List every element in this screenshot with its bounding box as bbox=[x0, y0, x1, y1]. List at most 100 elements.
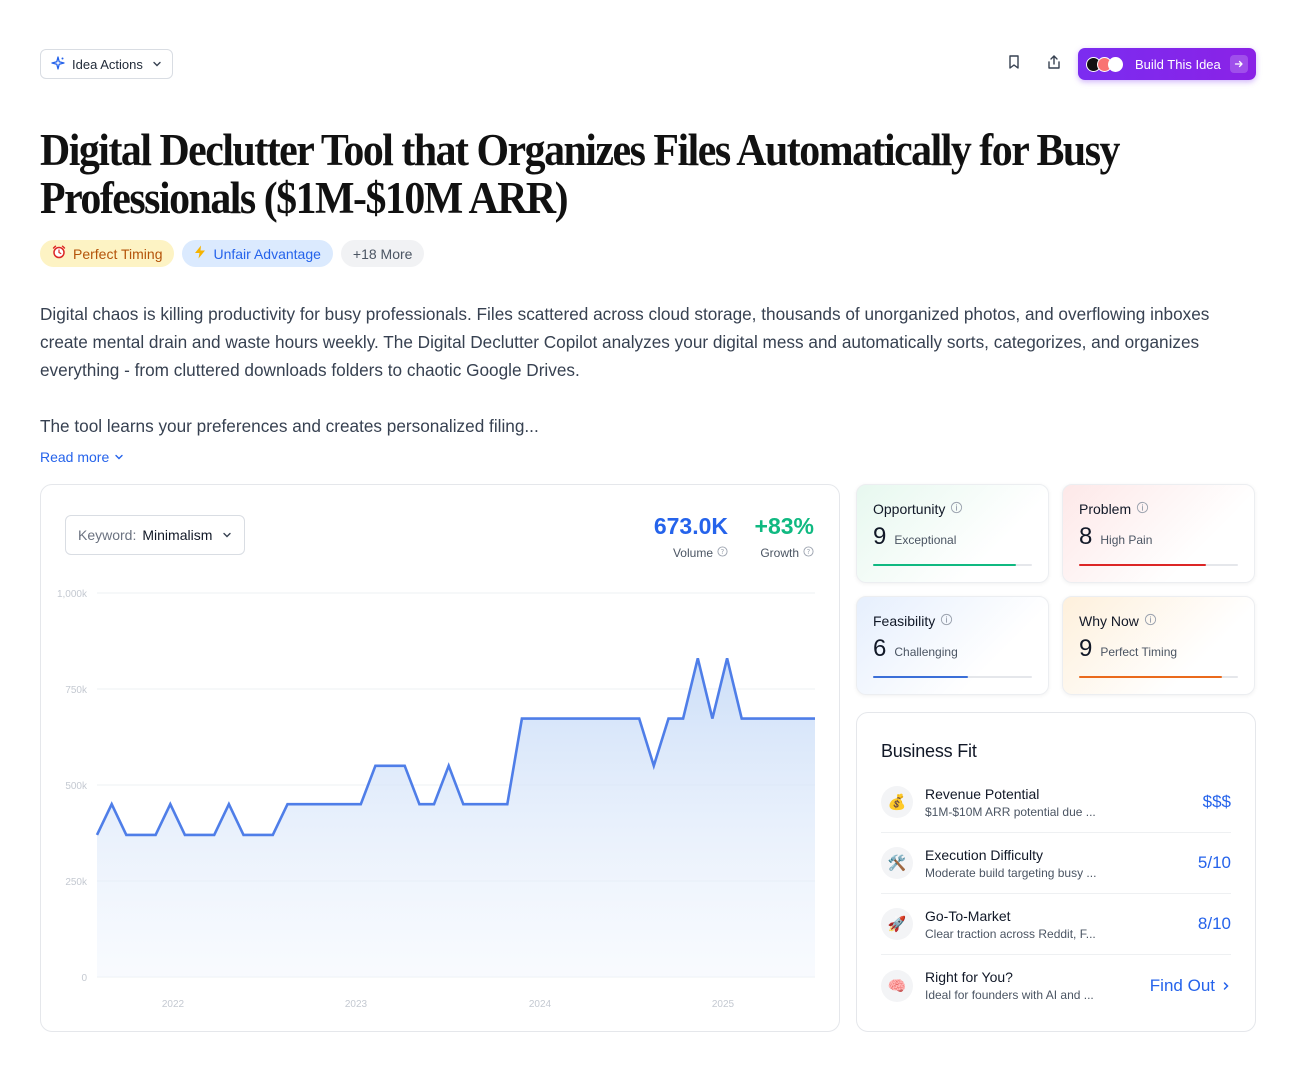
x-tick-label: 2023 bbox=[345, 999, 368, 1010]
tag-perfect-timing[interactable]: Perfect Timing bbox=[40, 240, 175, 267]
growth-value: +83% bbox=[754, 513, 814, 539]
bookmark-button[interactable] bbox=[1002, 52, 1026, 76]
volume-metric: 673.0K Volume ? bbox=[654, 511, 728, 560]
fit-item-revenue-potential[interactable]: 💰 Revenue Potential $1M-$10M ARR potenti… bbox=[881, 772, 1231, 833]
growth-metric: +83% Growth ? bbox=[755, 511, 814, 560]
find-out-link[interactable]: Find Out bbox=[1150, 976, 1231, 996]
fit-item-desc: $1M-$10M ARR potential due ... bbox=[925, 804, 1096, 819]
idea-description: Digital chaos is killing productivity fo… bbox=[40, 300, 1256, 468]
info-icon[interactable] bbox=[1144, 613, 1157, 629]
y-tick-label: 500k bbox=[65, 781, 88, 792]
score-label: High Pain bbox=[1100, 533, 1153, 547]
keyword-value: Minimalism bbox=[142, 527, 213, 543]
svg-text:?: ? bbox=[807, 548, 811, 556]
series-line bbox=[95, 657, 815, 837]
fit-item-value: $$$ bbox=[1202, 792, 1231, 811]
tag-label: Perfect Timing bbox=[73, 245, 163, 262]
read-more-label: Read more bbox=[40, 449, 110, 465]
builder-logo-icon bbox=[1108, 56, 1123, 72]
score-card-why-now[interactable]: Why Now 9 Perfect Timing bbox=[1062, 596, 1255, 695]
share-button[interactable] bbox=[1042, 52, 1066, 76]
score-name: Why Now bbox=[1079, 613, 1139, 629]
idea-actions-label: Idea Actions bbox=[72, 56, 143, 72]
idea-title: Digital Declutter Tool that Organizes Fi… bbox=[40, 125, 1120, 223]
tag-list: Perfect Timing Unfair Advantage +18 More bbox=[40, 240, 425, 267]
fit-item-execution-difficulty[interactable]: 🛠️ Execution Difficulty Moderate build t… bbox=[881, 833, 1231, 894]
score-label: Challenging bbox=[894, 645, 958, 659]
build-this-idea-button[interactable]: Build This Idea bbox=[1078, 48, 1256, 80]
fit-item-desc: Ideal for founders with AI and ... bbox=[925, 988, 1094, 1002]
y-tick-label: 1,000k bbox=[57, 589, 88, 600]
idea-actions-dropdown[interactable]: Idea Actions bbox=[40, 49, 173, 79]
x-tick-label: 2022 bbox=[162, 999, 185, 1010]
score-name: Problem bbox=[1079, 501, 1132, 517]
info-icon[interactable] bbox=[940, 613, 953, 629]
business-fit-title: Business Fit bbox=[881, 741, 977, 761]
brain-icon: 🧠 bbox=[881, 969, 913, 1002]
fit-item-value: 8/10 bbox=[1197, 914, 1231, 933]
fit-item-desc: Moderate build targeting busy ... bbox=[925, 865, 1097, 880]
growth-label: Growth bbox=[760, 546, 799, 560]
score-value: 6 bbox=[873, 635, 887, 662]
tag-more[interactable]: +18 More bbox=[340, 240, 425, 267]
chevron-down-icon bbox=[222, 527, 232, 543]
tag-unfair-advantage[interactable]: Unfair Advantage bbox=[182, 240, 333, 267]
find-out-label: Find Out bbox=[1149, 975, 1215, 995]
y-tick-label: 250k bbox=[65, 877, 88, 888]
x-tick-label: 2024 bbox=[529, 999, 552, 1010]
score-bar bbox=[1079, 676, 1238, 678]
read-more-link[interactable]: Read more bbox=[40, 449, 124, 465]
help-icon[interactable]: ? bbox=[717, 546, 728, 560]
fit-item-title: Go-To-Market bbox=[925, 907, 1011, 924]
score-card-opportunity[interactable]: Opportunity 9 Exceptional bbox=[856, 484, 1049, 583]
arrow-right-icon bbox=[1230, 55, 1248, 73]
tools-icon: 🛠️ bbox=[881, 847, 913, 879]
fit-item-right-for-you[interactable]: 🧠 Right for You? Ideal for founders with… bbox=[881, 955, 1231, 1016]
builder-logos bbox=[1086, 56, 1123, 72]
fit-item-title: Right for You? bbox=[925, 969, 1013, 985]
score-card-feasibility[interactable]: Feasibility 6 Challenging bbox=[856, 596, 1049, 695]
tag-label: +18 More bbox=[352, 245, 413, 262]
score-bar bbox=[873, 564, 1032, 566]
fit-item-title: Execution Difficulty bbox=[925, 846, 1044, 863]
trend-chart: 1,000k 750k 500k 250k 0 2022 2023 2024 2025 bbox=[57, 589, 815, 1010]
fit-item-desc: Clear traction across Reddit, F... bbox=[925, 926, 1096, 941]
chevron-down-icon bbox=[114, 449, 124, 465]
score-value: 8 bbox=[1079, 523, 1093, 550]
share-icon bbox=[1046, 54, 1062, 75]
score-bar-fill bbox=[1079, 676, 1223, 678]
keyword-label: Keyword: bbox=[78, 527, 137, 543]
help-icon[interactable]: ? bbox=[803, 546, 814, 560]
svg-text:?: ? bbox=[721, 548, 725, 556]
bookmark-icon bbox=[1006, 54, 1022, 75]
alarm-clock-icon bbox=[52, 245, 66, 262]
score-label: Perfect Timing bbox=[1100, 645, 1178, 659]
fit-item-go-to-market[interactable]: 🚀 Go-To-Market Clear traction across Red… bbox=[881, 894, 1231, 955]
y-tick-label: 750k bbox=[65, 685, 88, 696]
rocket-icon: 🚀 bbox=[881, 908, 913, 940]
volume-value: 673.0K bbox=[653, 513, 728, 539]
description-paragraph: The tool learns your preferences and cre… bbox=[40, 416, 539, 436]
score-value: 9 bbox=[873, 523, 887, 550]
info-icon[interactable] bbox=[1136, 501, 1149, 517]
money-bag-icon: 💰 bbox=[881, 786, 913, 818]
score-bar bbox=[873, 676, 1032, 678]
trend-chart-card: Keyword: Minimalism 673.0K Volume ? +83%… bbox=[40, 484, 840, 1032]
x-tick-label: 2025 bbox=[712, 999, 735, 1010]
score-name: Opportunity bbox=[873, 501, 946, 517]
volume-label: Volume bbox=[672, 546, 713, 560]
lightning-icon bbox=[194, 245, 206, 262]
score-bar bbox=[1079, 564, 1238, 566]
series-area bbox=[97, 658, 815, 977]
score-card-problem[interactable]: Problem 8 High Pain bbox=[1062, 484, 1255, 583]
info-icon[interactable] bbox=[950, 501, 963, 517]
tag-label: Unfair Advantage bbox=[213, 245, 321, 262]
fit-item-value: 5/10 bbox=[1197, 853, 1231, 872]
score-name: Feasibility bbox=[873, 613, 936, 629]
chevron-right-icon bbox=[1221, 976, 1231, 996]
chevron-down-icon bbox=[152, 57, 162, 72]
business-fit-card: Business Fit 💰 Revenue Potential $1M-$10… bbox=[856, 712, 1256, 1032]
sparkle-icon bbox=[51, 55, 65, 73]
keyword-select[interactable]: Keyword: Minimalism bbox=[65, 515, 245, 555]
build-this-idea-label: Build This Idea bbox=[1135, 56, 1221, 72]
